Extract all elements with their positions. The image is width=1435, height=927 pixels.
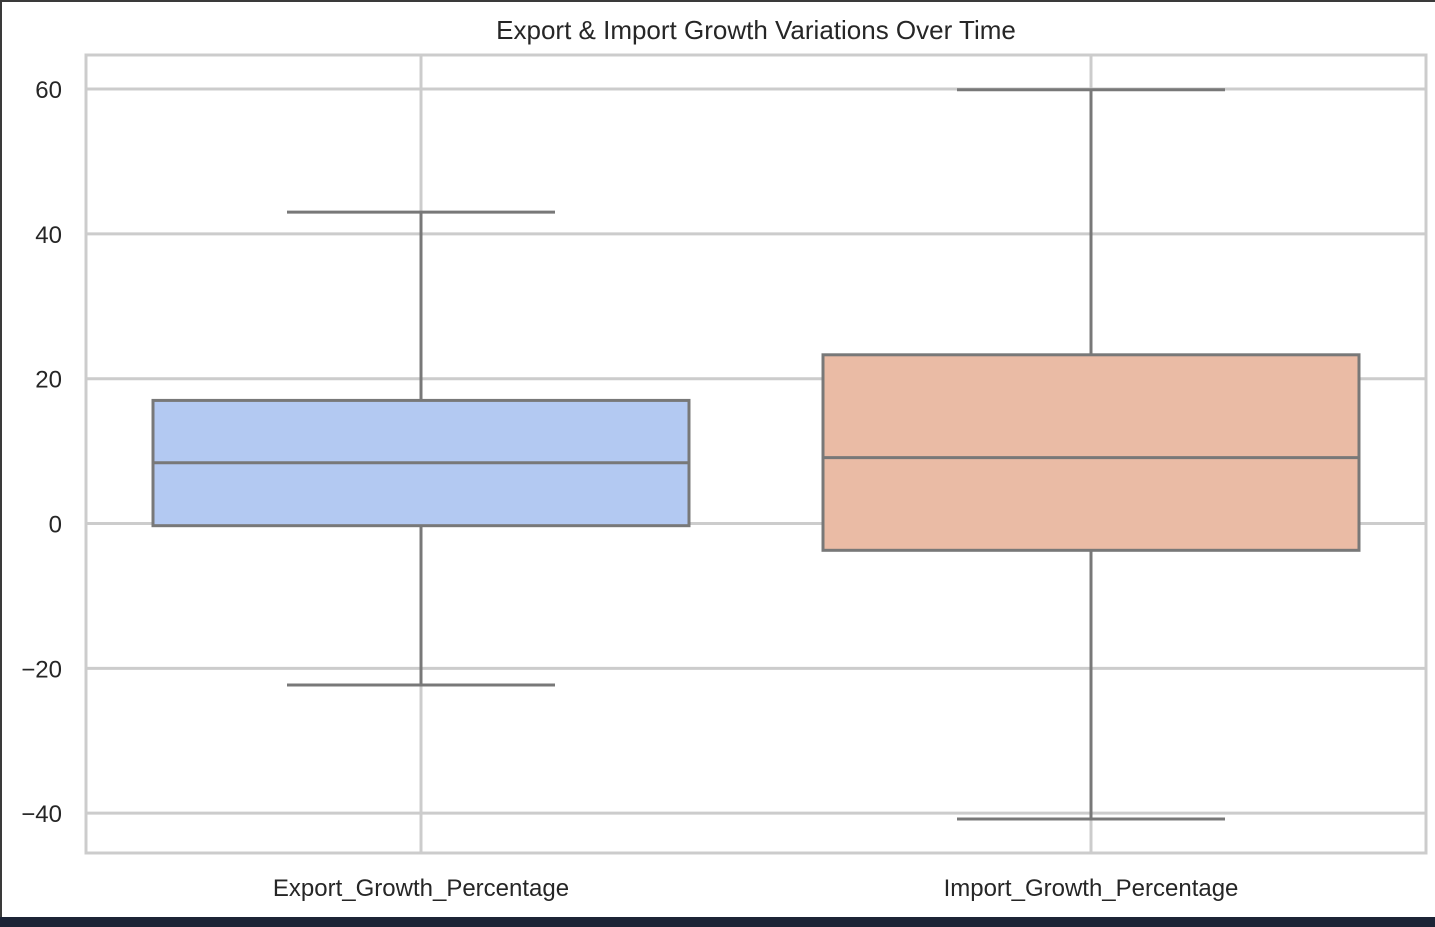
y-tick-label: 60 — [35, 77, 62, 104]
x-tick-label: Export_Growth_Percentage — [273, 875, 569, 902]
plot-area-border — [84, 53, 1428, 855]
y-tick-label: 40 — [35, 222, 62, 249]
y-tick-label: 0 — [49, 512, 62, 539]
box-export — [151, 210, 691, 687]
box-import — [821, 88, 1361, 821]
window-bottom-bar — [0, 917, 1435, 927]
y-tick-label: 20 — [35, 367, 62, 394]
iqr-box — [821, 353, 1361, 552]
y-tick-label: −20 — [21, 656, 62, 683]
x-tick-label: Import_Growth_Percentage — [944, 875, 1239, 902]
boxes — [151, 88, 1361, 821]
axes: 60 40 20 0 −20 −40 Export_Growth_Percentage Imp… — [21, 77, 1238, 902]
y-tick-label: −40 — [21, 801, 62, 828]
chart-title: Export & Import Growth Variations Over T… — [496, 15, 1016, 45]
